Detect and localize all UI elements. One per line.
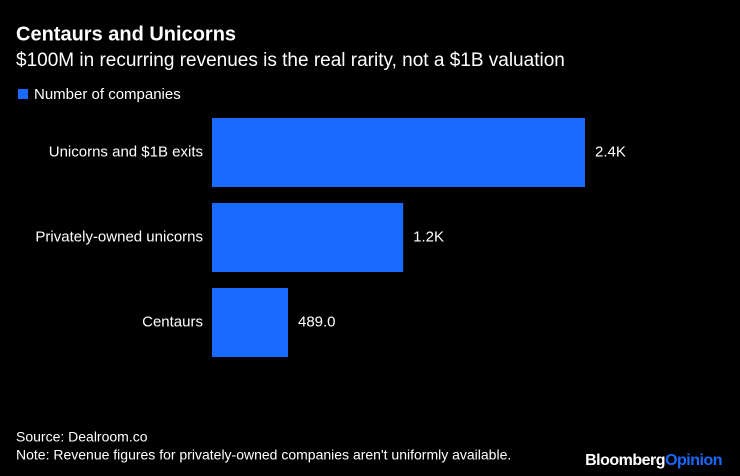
value-label: 489.0 (298, 313, 336, 330)
bar (212, 203, 404, 272)
brand-name: Bloomberg (585, 452, 665, 469)
note: Note: Revenue figures for privately-owne… (16, 447, 511, 463)
y-tick-label: Unicorns and $1B exits (49, 143, 203, 160)
value-label: 1.2K (413, 228, 444, 245)
brand: BloombergOpinion (585, 452, 722, 469)
legend-swatch (18, 89, 28, 99)
bar (212, 288, 288, 357)
y-tick-label: Centaurs (142, 313, 203, 330)
value-label: 2.4K (595, 143, 626, 160)
bar (212, 118, 585, 187)
y-tick-label: Privately-owned unicorns (35, 228, 203, 245)
chart-title: Centaurs and Unicorns (16, 23, 236, 45)
brand-section: Opinion (665, 452, 722, 469)
source: Source: Dealroom.co (16, 429, 148, 445)
legend-label: Number of companies (34, 86, 181, 103)
chart-subtitle: $100M in recurring revenues is the real … (16, 50, 565, 71)
